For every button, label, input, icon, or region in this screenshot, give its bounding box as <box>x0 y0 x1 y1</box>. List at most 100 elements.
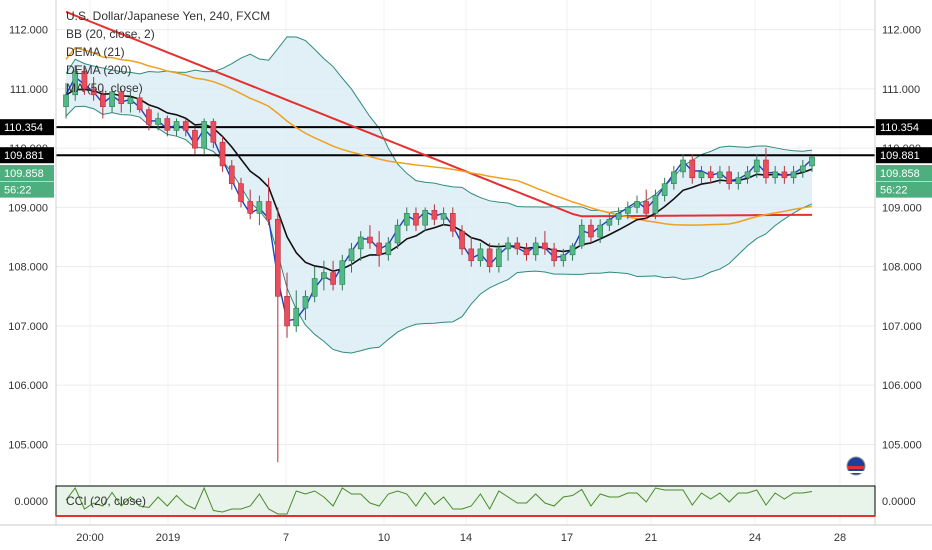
candle-body <box>772 171 778 179</box>
candle-body <box>799 165 806 173</box>
candle-body <box>100 94 106 107</box>
price-tag-right: 109.881 <box>880 150 920 162</box>
bb-upper <box>65 36 813 213</box>
y-tick-right: 107.000 <box>882 321 922 333</box>
candle-body <box>790 171 797 179</box>
cci-pane: CCI (20, close) 0.0000 0.0000 <box>14 485 916 517</box>
x-tick: 21 <box>645 532 657 544</box>
y-tick-left: 107.000 <box>8 321 48 333</box>
candle-body <box>486 248 493 267</box>
price-tag-left-bg <box>0 165 54 182</box>
candle-body <box>763 159 769 179</box>
candle-body <box>698 171 705 179</box>
time-axis: 20:00 2019 7 10 14 17 21 24 28 <box>76 532 846 544</box>
y-tick-left: 109.000 <box>8 202 48 214</box>
flag-icon[interactable] <box>846 456 866 476</box>
bb-fill <box>66 36 812 354</box>
candle-body <box>422 210 429 226</box>
candle-body <box>560 254 567 262</box>
price-tags: 110.354 110.354 109.881 109.881 109.858 109.8… <box>0 119 932 198</box>
candle-body <box>680 159 686 173</box>
price-tag-left: 109.881 <box>4 150 44 162</box>
dema-black-line <box>65 88 813 273</box>
candle-body <box>394 224 401 244</box>
y-tick-right: 109.000 <box>882 202 922 214</box>
cci-line <box>65 486 813 515</box>
candle-body <box>542 242 548 250</box>
y-tick-right: 105.000 <box>882 439 922 451</box>
candle-body <box>413 213 419 226</box>
x-tick: 28 <box>834 532 846 544</box>
candle-body <box>597 224 604 238</box>
y-tick-right: 106.000 <box>882 380 922 392</box>
candle-body <box>403 213 410 226</box>
candle-body <box>376 242 382 256</box>
price-tag-right-bg <box>876 119 932 136</box>
y-tick-right: 108.000 <box>882 262 922 274</box>
candle-body <box>689 159 696 179</box>
candle-body <box>753 159 760 173</box>
candle-body <box>385 242 392 256</box>
price-tag-right: 56:22 <box>880 185 908 197</box>
price-tag-right: 110.354 <box>880 122 919 134</box>
candle-body <box>440 213 447 220</box>
y-tick-right: 111.000 <box>882 84 920 96</box>
candle-body <box>615 213 622 220</box>
dema-21-line <box>65 75 813 322</box>
candle-body <box>164 118 171 131</box>
candle-body <box>809 156 815 167</box>
cci-label: CCI (20, close) <box>66 494 146 508</box>
candle-body <box>634 201 640 208</box>
candle-body <box>459 230 465 250</box>
y-tick-left: 106.000 <box>8 380 48 392</box>
candle-body <box>357 236 364 250</box>
candle-body <box>219 141 226 167</box>
candle-body <box>532 242 539 256</box>
candle-body <box>155 118 161 125</box>
candle-body <box>744 171 751 179</box>
candle-body <box>671 171 677 185</box>
candle-body <box>136 97 143 110</box>
candle-body <box>606 218 613 226</box>
candle-body <box>348 248 355 262</box>
cci-band <box>55 485 876 517</box>
y-tick-right: 112.000 <box>882 25 921 37</box>
candle-body <box>523 248 530 256</box>
chart-title: U.S. Dollar/Japanese Yen, 240, FXCM <box>66 9 270 23</box>
candle-body <box>578 224 585 247</box>
legend-item-3: MA (50, close) <box>66 81 143 95</box>
bollinger-bands <box>65 36 813 354</box>
bb-lower <box>65 105 813 354</box>
x-tick: 2019 <box>156 532 180 544</box>
price-tag-left: 56:22 <box>4 185 32 197</box>
candle-body <box>735 177 742 185</box>
candle-body <box>146 109 152 125</box>
cci-tick-left: 0.0000 <box>14 496 48 508</box>
candle-body <box>588 224 594 238</box>
candle-body <box>109 91 115 107</box>
y-tick-left: 108.000 <box>8 262 48 274</box>
legend: U.S. Dollar/Japanese Yen, 240, FXCM BB (… <box>66 9 270 95</box>
candle-body <box>477 248 484 262</box>
candle-body <box>339 260 346 285</box>
x-tick: 17 <box>561 532 573 544</box>
candle-body <box>293 307 300 327</box>
candle-body <box>726 171 732 185</box>
candle-body <box>63 94 69 107</box>
candles <box>63 65 815 463</box>
price-tag-left-bg <box>0 119 54 136</box>
candle-body <box>717 171 723 179</box>
candle-body <box>127 97 134 105</box>
candle-body <box>247 201 254 214</box>
candle-body <box>192 130 198 149</box>
price-tag-right-bg <box>876 181 932 198</box>
candle-body <box>321 272 327 279</box>
candle-body <box>367 236 373 244</box>
candle-body <box>265 201 272 220</box>
indicator-lines <box>65 10 813 322</box>
y-tick-left: 111.000 <box>10 84 48 96</box>
candle-body <box>569 245 576 256</box>
candle-body <box>118 91 125 105</box>
candle-body <box>551 248 557 262</box>
